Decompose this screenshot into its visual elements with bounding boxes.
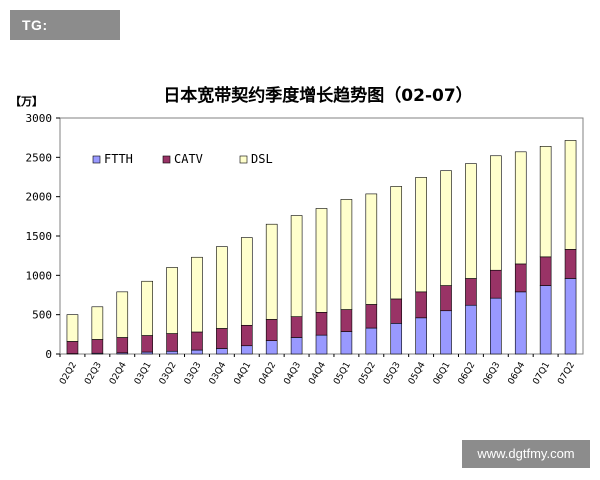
x-tick-label: 04Q1 [233, 361, 254, 387]
bar-segment-ftth [240, 345, 253, 355]
x-tick-label: 03Q2 [158, 361, 179, 387]
x-tick-label: 05Q2 [357, 361, 378, 387]
bar-segment-ftth [216, 348, 228, 355]
x-tick-label: 04Q4 [307, 360, 328, 386]
y-tick-label: 1500 [26, 230, 53, 243]
x-tick-label: 06Q1 [432, 361, 453, 387]
x-tick-label: 04Q3 [282, 361, 303, 387]
x-tick-label: 03Q1 [133, 361, 154, 387]
legend-label-catv: CATV [174, 152, 203, 166]
bar-segment-ftth [191, 349, 203, 355]
legend: FTTH CATV DSL [92, 152, 273, 166]
bar-segment-catv [66, 341, 79, 354]
bar-segment-catv [116, 337, 129, 354]
x-tick-label: 06Q3 [482, 361, 503, 387]
y-tick-label: 1000 [26, 269, 53, 282]
legend-swatch-dsl [239, 155, 248, 164]
x-tick-label: 03Q4 [208, 360, 229, 386]
bar-segment-dsl [564, 140, 577, 250]
bar-segment-ftth [490, 297, 502, 355]
legend-swatch-catv [162, 155, 171, 164]
bar-segment-catv [166, 333, 178, 352]
legend-label-dsl: DSL [251, 152, 273, 166]
x-tick-label: 02Q4 [108, 360, 129, 386]
bar-segment-catv [141, 335, 153, 353]
bar-segment-catv [290, 316, 303, 338]
bar-segment-catv [315, 312, 328, 336]
legend-label-ftth: FTTH [104, 152, 133, 166]
bar-segment-dsl [490, 155, 502, 271]
bar-segment-dsl [365, 193, 378, 305]
bar-segment-ftth [465, 304, 477, 355]
bar-segment-catv [440, 285, 452, 312]
x-tick-label: 03Q3 [183, 361, 204, 387]
x-tick-label: 07Q2 [556, 361, 577, 387]
bar-segment-dsl [315, 208, 328, 313]
bar-segment-dsl [390, 186, 403, 300]
bar-segment-ftth [365, 327, 378, 355]
bar-segment-catv [539, 256, 552, 286]
watermark: www.dgtfmy.com [462, 440, 590, 468]
bar-segment-dsl [191, 256, 203, 333]
bar-segment-ftth [415, 317, 427, 355]
x-tick-label: 04Q2 [257, 361, 278, 387]
bar-segment-ftth [564, 278, 577, 355]
y-tick-label: 3000 [26, 112, 53, 125]
y-tick-label: 500 [32, 309, 52, 322]
bar-segment-dsl [415, 177, 427, 293]
bar-segment-catv [340, 309, 353, 332]
bar-segment-catv [390, 298, 403, 324]
bar-segment-ftth [166, 350, 178, 355]
bar-segment-dsl [340, 199, 353, 310]
bar-segment-catv [191, 331, 203, 351]
y-tick-label: 0 [45, 348, 52, 361]
bar-segment-catv [514, 263, 527, 293]
bar-segment-catv [91, 339, 104, 354]
bar-segment-ftth [514, 291, 527, 355]
y-unit-label: 【万】 [10, 95, 43, 108]
x-tick-label: 06Q2 [457, 361, 478, 387]
bar-segment-dsl [440, 170, 452, 286]
bar-segment-dsl [116, 291, 129, 338]
bar-segment-catv [465, 278, 477, 306]
bar-segment-catv [564, 249, 577, 279]
bar-segment-dsl [141, 280, 153, 336]
bar-segment-dsl [166, 267, 178, 334]
bar-segment-dsl [539, 146, 552, 258]
bar-segment-catv [365, 304, 378, 329]
x-tick-label: 02Q3 [83, 361, 104, 387]
bar-segment-dsl [514, 151, 527, 265]
bar-segment-catv [216, 328, 228, 349]
x-tick-label: 05Q3 [382, 361, 403, 387]
bar-segment-ftth [539, 285, 552, 355]
y-tick-label: 2000 [26, 191, 53, 204]
bar-segment-ftth [390, 323, 403, 355]
bar-segment-ftth [340, 331, 353, 355]
bar-segment-catv [490, 269, 502, 299]
bar-segment-catv [265, 319, 278, 341]
bar-segment-catv [240, 324, 253, 347]
bar-segment-dsl [290, 215, 303, 317]
bar-segment-ftth [315, 334, 328, 355]
bar-segment-catv [415, 291, 427, 319]
x-tick-label: 07Q1 [531, 361, 552, 387]
bar-segment-ftth [290, 337, 303, 355]
bar-segment-dsl [66, 314, 79, 342]
x-tick-label: 06Q4 [507, 360, 528, 386]
chart-title: 日本宽带契约季度增长趋势图（02-07） [163, 85, 472, 106]
bar-segment-dsl [265, 223, 278, 320]
x-tick-label: 02Q2 [58, 361, 79, 387]
bar-segment-dsl [465, 163, 477, 279]
bar-segment-ftth [440, 310, 452, 355]
x-tick-label: 05Q4 [407, 360, 428, 386]
channel-badge: TG: MYYJJPP [10, 10, 120, 63]
bar-segment-dsl [240, 237, 253, 326]
bar-segment-dsl [91, 306, 104, 340]
bar-segment-ftth [265, 340, 278, 355]
bar-segment-dsl [216, 246, 228, 329]
y-tick-label: 2500 [26, 151, 53, 164]
x-tick-label: 05Q1 [332, 361, 353, 387]
legend-swatch-ftth [92, 155, 101, 164]
